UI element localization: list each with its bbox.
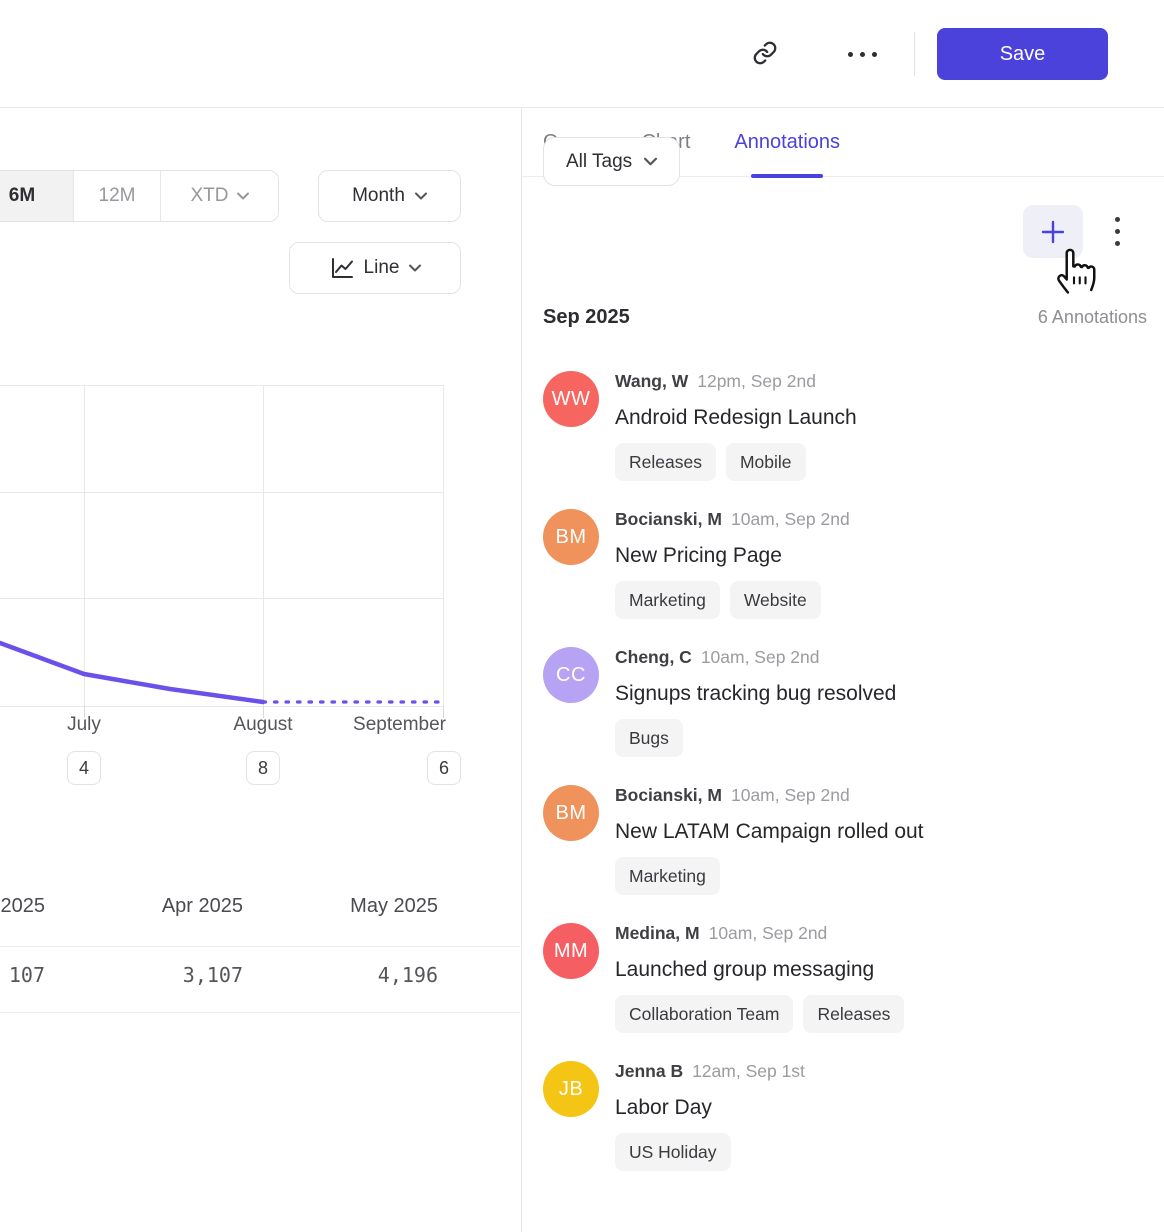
avatar: BM [543, 785, 599, 841]
axis-tick [84, 706, 85, 718]
tab-annotations[interactable]: Annotations [734, 108, 841, 178]
tag-chip[interactable]: Releases [615, 443, 716, 481]
table-header-col2: Apr 2025 [161, 895, 243, 917]
annotation-item[interactable]: CC Cheng, C 10am, Sep 2nd Signups tracki… [543, 647, 1149, 757]
granularity-dropdown[interactable]: Month [318, 170, 461, 222]
annotations-section-header: Sep 2025 6 Annotations [543, 306, 1147, 329]
chevron-down-icon [236, 192, 249, 200]
annotation-item[interactable]: BM Bocianski, M 10am, Sep 2nd New Pricin… [543, 509, 1149, 619]
toolbar-divider [914, 32, 915, 76]
tag-chip[interactable]: US Holiday [615, 1133, 731, 1171]
avatar: JB [543, 1061, 599, 1117]
annotation-count-badge-july[interactable]: 4 [67, 751, 101, 785]
table-divider [0, 1012, 520, 1013]
range-xtd-dropdown[interactable]: XTD [161, 171, 278, 221]
range-12m-button[interactable]: 12M [74, 171, 161, 221]
add-annotation-button[interactable] [1023, 205, 1083, 258]
avatar: BM [543, 509, 599, 565]
tag-chip[interactable]: Website [729, 581, 821, 619]
all-tags-label: All Tags [566, 150, 633, 172]
annotation-count-badge-september[interactable]: 6 [427, 751, 461, 785]
line-chart-icon [329, 257, 354, 280]
x-axis-label-august: August [233, 714, 293, 735]
table-header-col3: May 2025 [350, 895, 438, 917]
range-xtd-label: XTD [190, 185, 229, 206]
annotation-author: Wang, W [615, 371, 689, 391]
range-6m-button[interactable]: 6M [0, 171, 74, 221]
save-button[interactable]: Save [937, 28, 1108, 80]
ellipsis-icon [847, 51, 877, 57]
annotation-author: Bocianski, M [615, 509, 722, 529]
annotations-list: WW Wang, W 12pm, Sep 2nd Android Redesig… [543, 371, 1149, 1199]
chart-type-dropdown[interactable]: Line [289, 242, 461, 294]
active-tab-underline [751, 173, 824, 178]
annotation-timestamp: 10am, Sep 2nd [730, 509, 850, 529]
trend-line-chart [0, 640, 445, 705]
trend-line-solid [0, 640, 266, 705]
table-divider [0, 946, 520, 947]
annotation-item[interactable]: WW Wang, W 12pm, Sep 2nd Android Redesig… [543, 371, 1149, 481]
annotation-timestamp: 12pm, Sep 2nd [697, 371, 816, 391]
tag-chip[interactable]: Releases [803, 995, 905, 1033]
link-icon [752, 40, 778, 69]
chevron-down-icon [414, 192, 427, 200]
annotations-menu-button[interactable] [1099, 205, 1135, 258]
annotation-author: Jenna B [615, 1061, 684, 1081]
tag-chip[interactable]: Mobile [725, 443, 806, 481]
granularity-label: Month [352, 185, 405, 206]
tag-chip[interactable]: Bugs [615, 719, 683, 757]
annotation-timestamp: 10am, Sep 2nd [708, 923, 828, 943]
annotation-timestamp: 10am, Sep 2nd [700, 647, 820, 667]
details-panel: Query Chart Annotations All Tags Sep 202… [521, 108, 1164, 1232]
annotation-title: Labor Day [615, 1096, 712, 1119]
axis-tick [443, 706, 444, 718]
date-range-segmented-control: 6M 12M XTD [0, 170, 279, 222]
annotation-author: Bocianski, M [615, 785, 722, 805]
annotation-item[interactable]: BM Bocianski, M 10am, Sep 2nd New LATAM … [543, 785, 1149, 895]
annotation-timestamp: 10am, Sep 2nd [730, 785, 850, 805]
x-axis-label-september: September [353, 714, 446, 735]
all-tags-filter-dropdown[interactable]: All Tags [543, 137, 681, 186]
chevron-down-icon [409, 264, 422, 272]
tab-annotations-label: Annotations [734, 130, 841, 153]
annotation-author: Cheng, C [615, 647, 692, 667]
annotation-title: New Pricing Page [615, 544, 782, 567]
annotation-title: Signups tracking bug resolved [615, 682, 897, 705]
annotation-author: Medina, M [615, 923, 700, 943]
copy-link-button[interactable] [739, 28, 791, 80]
top-toolbar: Save [0, 0, 1164, 108]
avatar: MM [543, 923, 599, 979]
x-axis-label-july: July [67, 714, 101, 735]
annotations-count: 6 Annotations [1037, 307, 1147, 327]
avatar: WW [543, 371, 599, 427]
plus-icon [1038, 217, 1068, 247]
annotation-title: New LATAM Campaign rolled out [615, 820, 924, 843]
table-value-col1: 107 [8, 963, 45, 987]
tag-chip[interactable]: Marketing [615, 857, 720, 895]
annotation-count-badge-august[interactable]: 8 [246, 751, 280, 785]
annotation-timestamp: 12am, Sep 1st [692, 1061, 805, 1081]
annotation-item[interactable]: JB Jenna B 12am, Sep 1st Labor Day US Ho… [543, 1061, 1149, 1171]
chevron-down-icon [644, 157, 658, 166]
table-value-col3: 4,196 [377, 963, 438, 987]
annotation-title: Launched group messaging [615, 958, 875, 981]
table-header-col1: 2025 [0, 895, 46, 917]
annotation-item[interactable]: MM Medina, M 10am, Sep 2nd Launched grou… [543, 923, 1149, 1033]
tag-chip[interactable]: Collaboration Team [615, 995, 794, 1033]
chart-type-label: Line [363, 257, 400, 278]
month-header: Sep 2025 [543, 306, 630, 328]
annotation-title: Android Redesign Launch [615, 406, 857, 429]
axis-tick [263, 706, 264, 718]
tag-chip[interactable]: Marketing [615, 581, 720, 619]
table-value-col2: 3,107 [182, 963, 243, 987]
kebab-icon [1114, 217, 1120, 246]
more-options-button[interactable] [836, 28, 888, 80]
avatar: CC [543, 647, 599, 703]
